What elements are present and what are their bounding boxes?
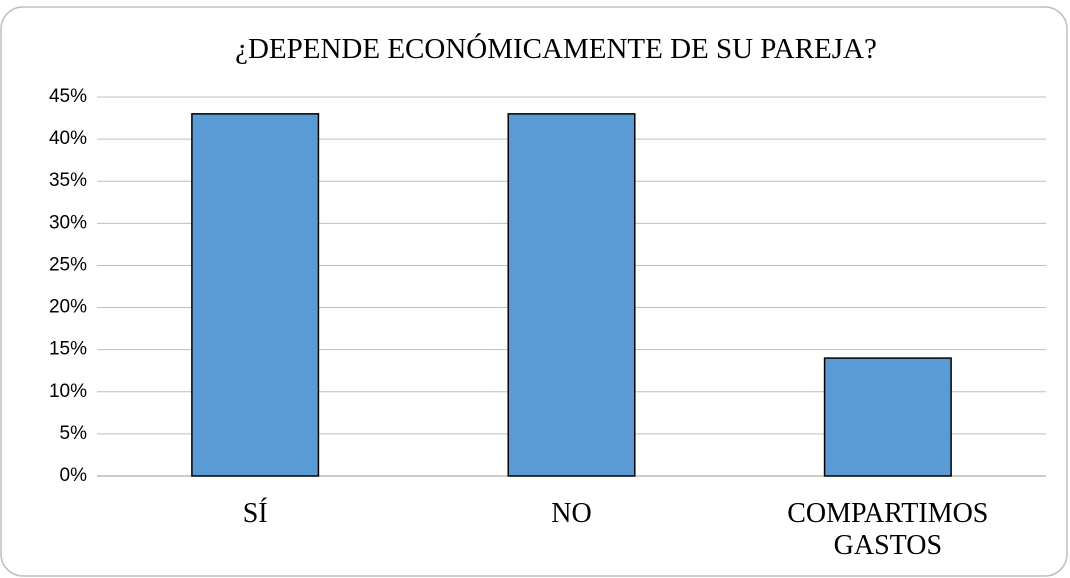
y-tick-label: 40%: [49, 128, 87, 149]
y-tick-label: 15%: [49, 339, 87, 360]
y-tick-label: 0%: [60, 465, 88, 486]
y-tick-label: 5%: [60, 423, 88, 444]
chart-title: ¿DEPENDE ECONÓMICAMENTE DE SU PAREJA?: [235, 32, 877, 65]
x-tick-label: SÍ: [242, 498, 268, 529]
y-tick-label: 10%: [49, 381, 87, 402]
bar: [191, 113, 320, 477]
y-tick-label: 45%: [49, 86, 87, 107]
y-tick-label: 35%: [49, 170, 87, 191]
y-tick-label: 25%: [49, 254, 87, 275]
x-tick-label: NO: [551, 498, 592, 529]
x-tick-label: COMPARTIMOS GASTOS: [787, 498, 989, 561]
bar: [507, 113, 636, 477]
y-tick-label: 20%: [49, 297, 87, 318]
bar: [823, 357, 952, 477]
y-tick-label: 30%: [49, 212, 87, 233]
